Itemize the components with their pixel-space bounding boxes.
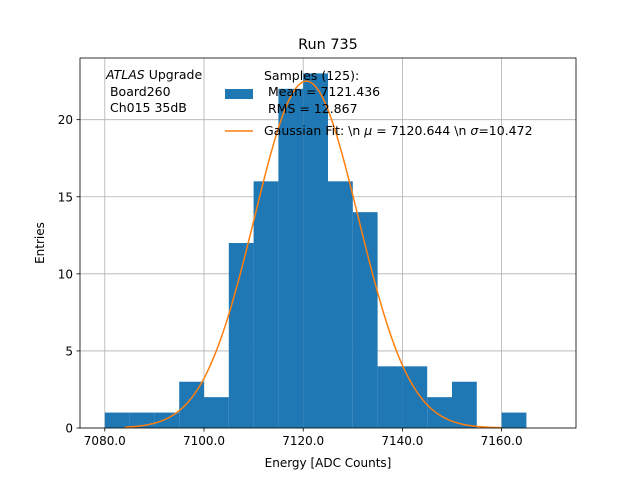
y-tick-label: 10: [58, 267, 73, 281]
y-tick-label: 20: [58, 113, 73, 127]
x-tick-label: 7140.0: [381, 434, 423, 448]
y-tick-label: 0: [65, 422, 73, 436]
histogram-bar: [328, 181, 353, 428]
histogram-bar: [278, 88, 304, 428]
fit-label-mu: μ: [363, 123, 372, 138]
histogram-bar: [501, 412, 527, 428]
legend-fit-label: Gaussian Fit: \n μ = 7120.644 \n σ=10.47…: [264, 123, 533, 138]
histogram-bar: [402, 366, 428, 428]
fit-label-mid: = 7120.644 \n: [372, 123, 470, 138]
atlas-label: ATLAS: [105, 67, 145, 82]
x-tick-label: 7120.0: [282, 434, 324, 448]
histogram-bars: [104, 73, 527, 429]
x-tick-label: 7100.0: [183, 434, 225, 448]
legend-histogram-line-2: Mean = 7121.436: [264, 84, 380, 99]
histogram-bar: [253, 181, 279, 428]
histogram-bar: [452, 381, 477, 428]
y-tick-label: 15: [58, 190, 73, 204]
annotation-line-3: Ch015 35dB: [106, 100, 187, 115]
histogram-bar: [204, 397, 229, 428]
y-tick-label: 5: [65, 344, 73, 358]
chart-title: Run 735: [298, 37, 358, 53]
x-tick-label: 7160.0: [481, 434, 523, 448]
atlas-annotation: ATLAS Upgrade Board260 Ch015 35dB: [105, 67, 202, 115]
histogram-bar: [228, 243, 254, 428]
upgrade-label: Upgrade: [145, 67, 203, 82]
gaussian-fit-line: [124, 80, 502, 429]
histogram-bar: [303, 73, 328, 429]
histogram-bar: [427, 397, 452, 428]
x-axis-label: Energy [ADC Counts]: [265, 456, 392, 470]
histogram-bar: [179, 381, 204, 428]
histogram-bar: [104, 412, 130, 428]
plot-frame: [79, 57, 577, 429]
fit-label-sigma: σ: [470, 123, 479, 138]
y-axis-ticks: 0 5 10 15 20: [58, 113, 80, 436]
legend-histogram-swatch: [225, 89, 253, 99]
annotation-line-2: Board260: [106, 84, 171, 99]
histogram-bar: [377, 366, 403, 428]
annotation-line-1: ATLAS Upgrade: [105, 67, 202, 82]
fit-label-suffix: =10.472: [478, 123, 532, 138]
x-axis-ticks: 7080.0 7100.0 7120.0 7140.0 7160.0: [84, 428, 523, 448]
x-tick-label: 7080.0: [84, 434, 126, 448]
legend-histogram-line-3: RMS = 12.867: [264, 101, 358, 116]
y-axis-label: Entries: [33, 222, 47, 264]
legend-histogram-line-1: Samples (125):: [264, 68, 359, 83]
fit-label-prefix: Gaussian Fit: \n: [264, 123, 364, 138]
legend: Samples (125): Mean = 7121.436 RMS = 12.…: [225, 68, 533, 138]
histogram-bar: [154, 412, 180, 428]
